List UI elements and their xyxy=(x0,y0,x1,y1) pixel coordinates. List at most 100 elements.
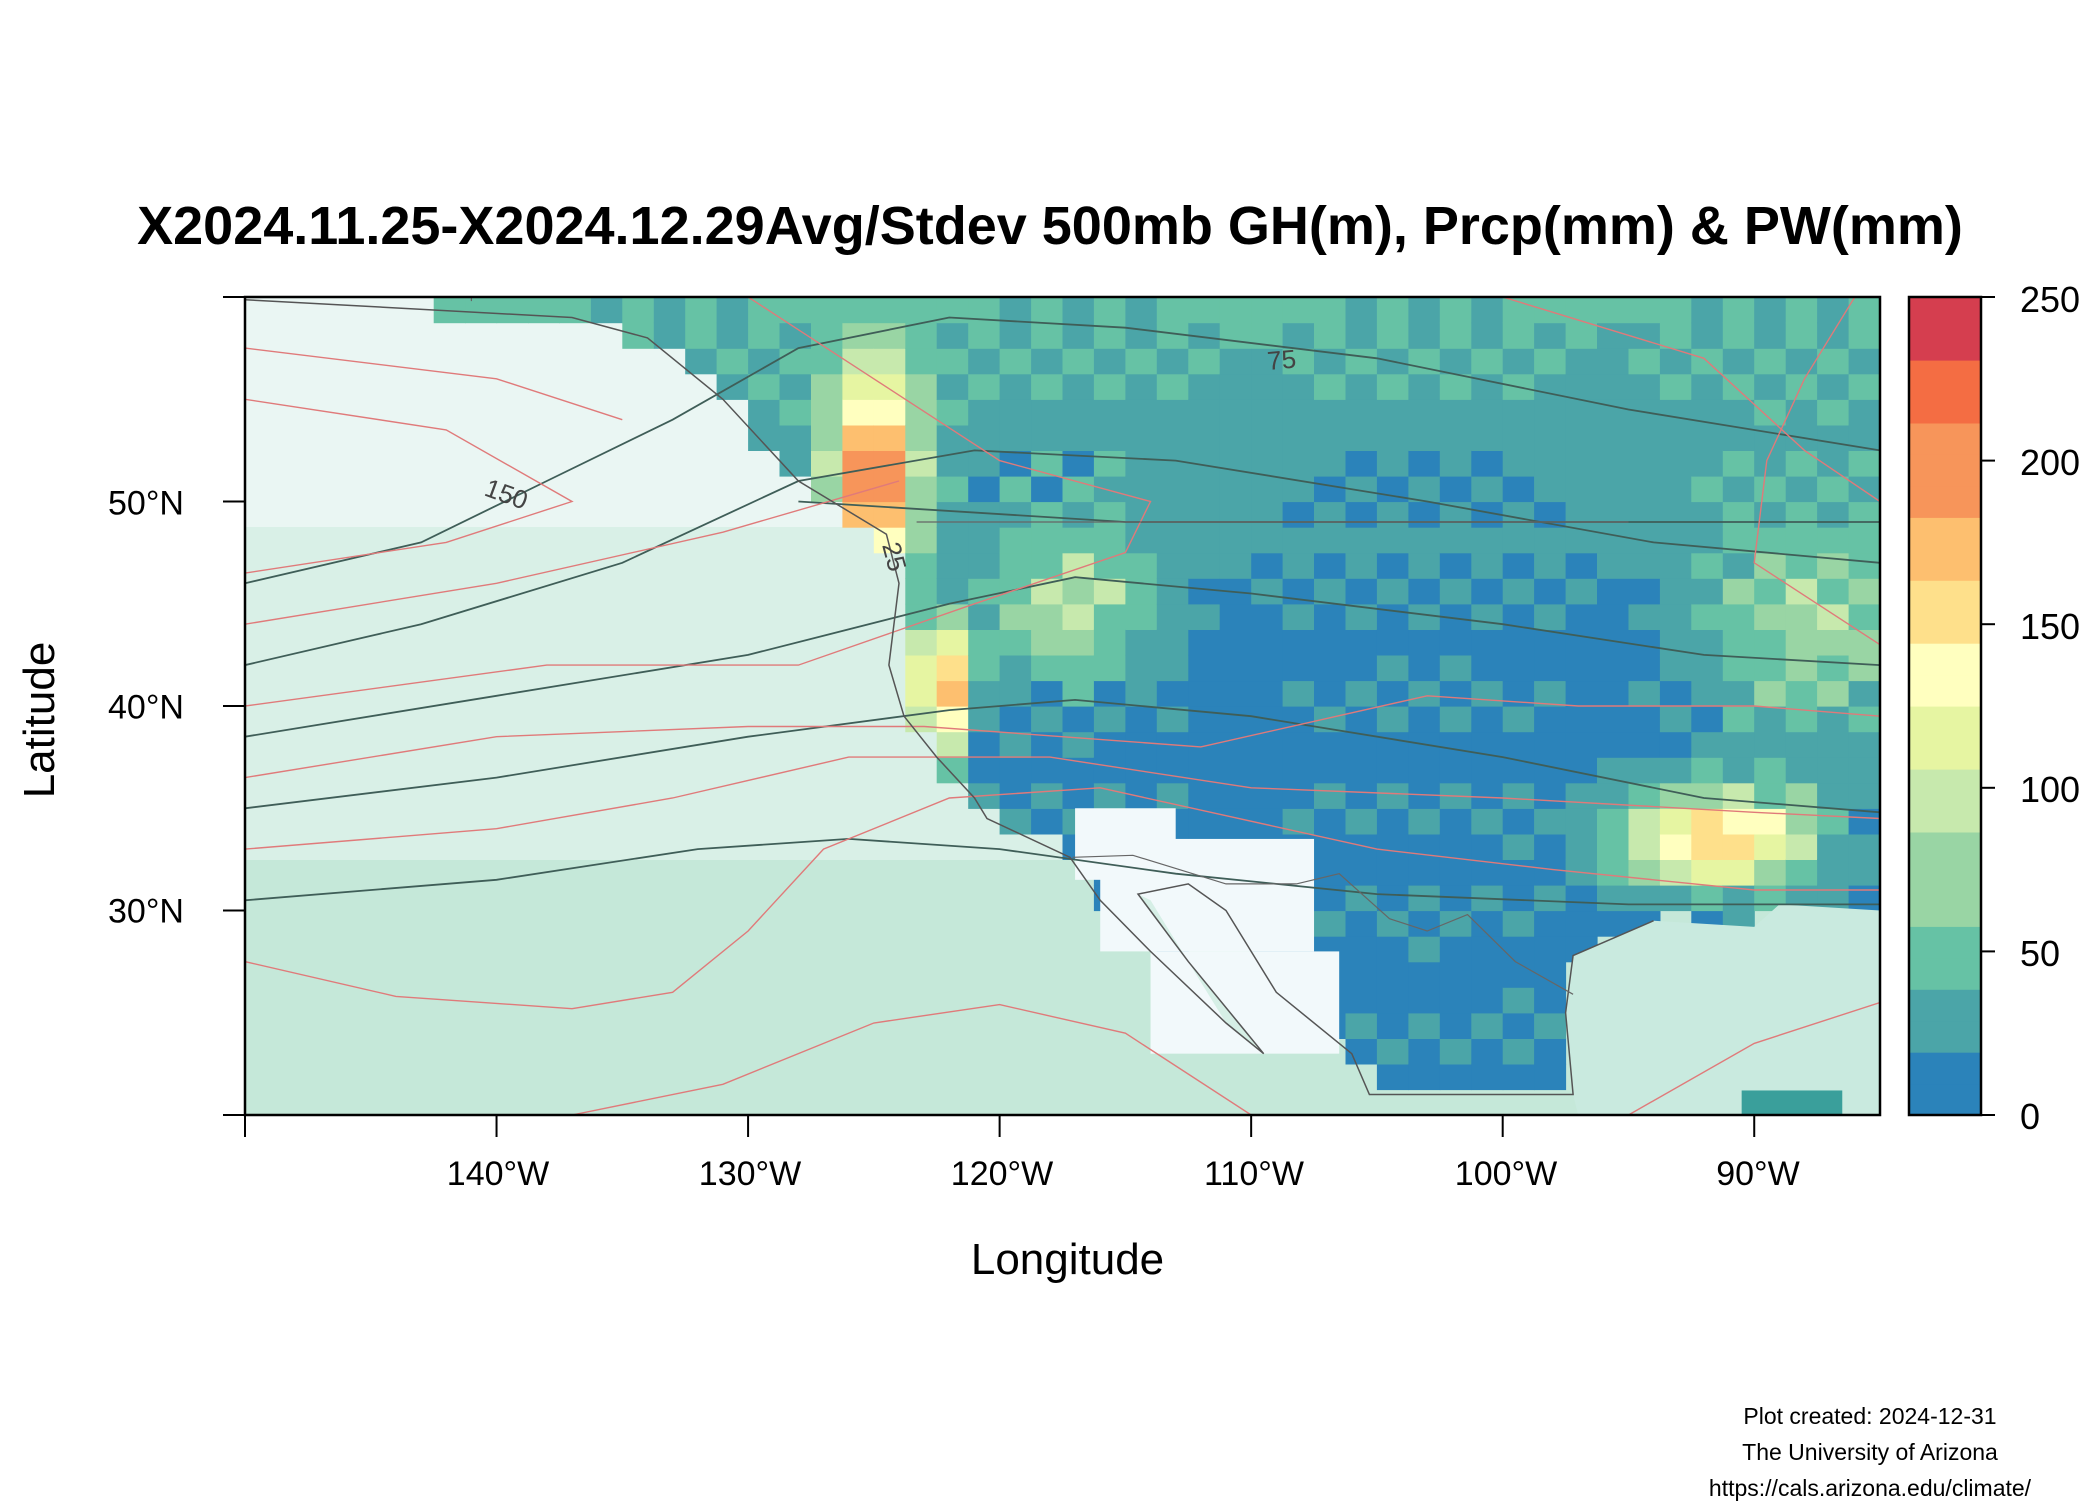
precip-cell xyxy=(1314,578,1346,605)
precip-cell xyxy=(1534,322,1567,349)
precip-cell xyxy=(1534,936,1567,963)
precip-cell xyxy=(1093,731,1126,758)
precip-cell xyxy=(905,373,938,400)
precip-cell xyxy=(1754,348,1787,375)
precip-cell xyxy=(1125,297,1158,324)
precip-cell xyxy=(1628,552,1661,579)
precip-cell xyxy=(1785,859,1818,886)
precip-cell xyxy=(1408,297,1441,324)
precip-cell xyxy=(1251,527,1284,554)
precip-cell xyxy=(1691,629,1724,656)
colorbar-segment xyxy=(1909,957,1981,990)
precip-cell xyxy=(1628,782,1661,809)
precip-cell xyxy=(1125,731,1158,758)
precip-cell xyxy=(1502,450,1535,477)
precip-cell xyxy=(1785,501,1818,528)
precip-cell xyxy=(999,757,1032,784)
precip-cell xyxy=(1062,475,1095,503)
precip-cell xyxy=(1628,808,1661,835)
precip-cell xyxy=(873,399,906,426)
precip-cell xyxy=(1722,501,1755,528)
precip-cell xyxy=(1031,527,1064,554)
precip-cell xyxy=(1471,961,1504,988)
precip-cell xyxy=(1062,348,1095,375)
precip-cell xyxy=(1817,808,1850,835)
precip-cell xyxy=(811,348,843,375)
precip-cell xyxy=(1376,552,1409,579)
precip-cell xyxy=(968,654,1001,682)
precip-cell xyxy=(1534,603,1567,630)
precip-cell xyxy=(905,680,938,707)
precip-cell xyxy=(936,757,969,784)
precip-cell xyxy=(1156,399,1189,426)
precip-cell xyxy=(779,348,812,375)
precip-cell xyxy=(1219,527,1252,554)
precip-cell xyxy=(1093,424,1126,451)
precip-cell xyxy=(1345,578,1378,605)
precip-cell xyxy=(1628,629,1661,656)
precip-cell xyxy=(1597,297,1629,324)
precip-cell xyxy=(1314,501,1346,528)
precip-cell xyxy=(1251,629,1284,656)
precip-cell xyxy=(1691,297,1724,324)
precip-cell xyxy=(1502,297,1535,324)
colorbar-segment xyxy=(1909,391,1981,424)
precip-cell xyxy=(1439,1063,1472,1091)
precip-cell xyxy=(1659,782,1692,809)
precip-cell xyxy=(1597,527,1629,554)
precip-cell xyxy=(1722,450,1755,477)
precip-cell xyxy=(1156,757,1189,784)
precip-cell xyxy=(936,373,969,400)
precip-cell xyxy=(1062,373,1095,400)
precip-cell xyxy=(1628,603,1661,630)
precip-cell xyxy=(1314,910,1346,937)
precip-cell xyxy=(999,680,1032,707)
precip-cell xyxy=(1408,322,1441,349)
precip-cell xyxy=(1219,757,1252,784)
institution-text: The University of Arizona xyxy=(1742,1439,1998,1465)
colorbar-segment xyxy=(1909,1083,1981,1116)
coastline-borders xyxy=(245,297,1654,1096)
precip-cell xyxy=(1534,297,1567,324)
precip-cell xyxy=(1345,782,1378,809)
precip-cell xyxy=(1188,782,1221,809)
precip-cell xyxy=(968,424,1001,451)
precip-cell xyxy=(1691,808,1724,835)
precip-cell xyxy=(1817,654,1850,682)
precip-cell xyxy=(999,527,1032,554)
precip-cell xyxy=(1534,654,1567,682)
precip-cell xyxy=(1534,578,1567,605)
precip-cell xyxy=(1156,348,1189,375)
precip-cell xyxy=(905,399,938,426)
precip-cell xyxy=(1156,680,1189,707)
precip-cell xyxy=(1219,603,1252,630)
precip-cell xyxy=(1376,782,1409,809)
precip-cell xyxy=(905,475,938,503)
colorbar-segment xyxy=(1909,611,1981,644)
precip-cell xyxy=(936,322,969,349)
precip-cell xyxy=(1502,833,1535,860)
precip-cell xyxy=(1156,629,1189,656)
precip-cell xyxy=(685,322,718,349)
precip-cell xyxy=(1848,654,1880,682)
precip-cell xyxy=(968,399,1001,426)
precip-cell xyxy=(1565,910,1598,937)
height-contour xyxy=(245,576,1880,738)
precip-cell xyxy=(968,527,1001,554)
colorbar-segment xyxy=(1909,926,1981,959)
precip-cell xyxy=(1534,450,1567,477)
precip-cell xyxy=(842,297,875,324)
precip-cell xyxy=(1534,833,1567,860)
precip-cell xyxy=(999,603,1032,630)
precip-cell xyxy=(1817,629,1850,656)
precip-cell xyxy=(1219,501,1252,528)
precip-cell xyxy=(1785,322,1818,349)
colorbar-segment xyxy=(1909,454,1981,487)
precip-cell xyxy=(1408,987,1441,1014)
precip-cell xyxy=(1376,603,1409,630)
precip-cell xyxy=(1031,808,1064,835)
precip-cell xyxy=(905,578,938,605)
precip-cell xyxy=(1534,1063,1567,1091)
precip-cell xyxy=(1597,424,1629,451)
precip-cell xyxy=(1691,475,1724,503)
